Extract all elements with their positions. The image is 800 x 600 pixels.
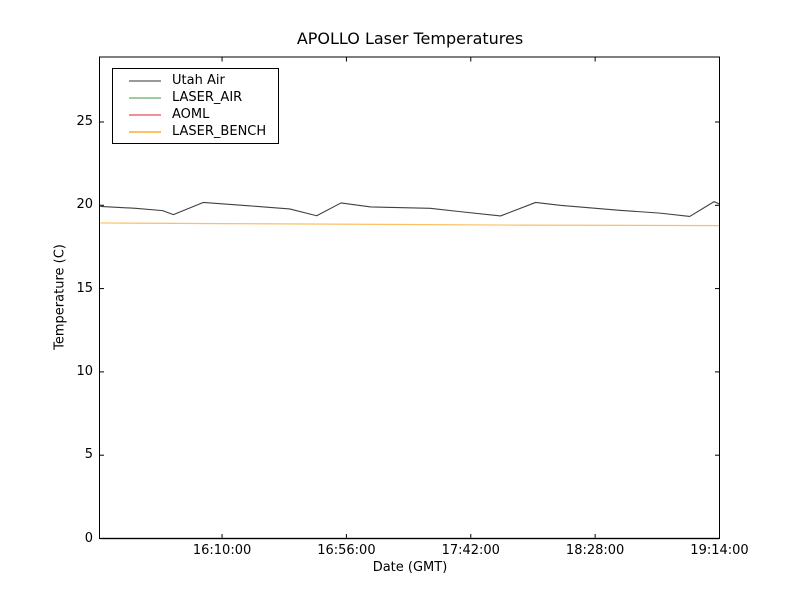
x-tick-label: 16:56:00 bbox=[317, 543, 376, 558]
series-line-laser-bench bbox=[100, 222, 720, 227]
legend-item-aoml: AOML bbox=[129, 106, 266, 123]
x-tick-label: 17:42:00 bbox=[441, 543, 500, 558]
legend-swatch-utah-air bbox=[129, 79, 161, 82]
y-tick-label: 20 bbox=[76, 197, 93, 213]
legend-item-utah-air: Utah Air bbox=[129, 72, 266, 89]
legend-item-laser-air: LASER_AIR bbox=[129, 89, 266, 106]
y-tick-label: 0 bbox=[84, 530, 93, 546]
legend-swatch-laser-air bbox=[129, 96, 161, 99]
chart-title: APOLLO Laser Temperatures bbox=[296, 29, 524, 48]
legend-swatch-laser-bench bbox=[129, 130, 161, 133]
legend-swatch-aoml bbox=[129, 113, 161, 116]
y-axis-label: Temperature (C) bbox=[52, 244, 68, 350]
legend-label-aoml: AOML bbox=[172, 107, 210, 122]
legend: Utah Air LASER_AIR AOML LASER_BENCH bbox=[112, 68, 280, 144]
legend-label-utah-air: Utah Air bbox=[172, 73, 225, 88]
x-tick-label: 18:28:00 bbox=[565, 543, 625, 558]
series-lines bbox=[100, 201, 720, 540]
y-tick-label: 5 bbox=[84, 447, 93, 463]
x-tick-label: 19:14:00 bbox=[690, 543, 749, 558]
plot-border bbox=[99, 56, 720, 539]
legend-item-laser-bench: LASER_BENCH bbox=[129, 123, 266, 140]
series-line-utah-air bbox=[100, 201, 720, 217]
x-axis-label: Date (GMT) bbox=[372, 560, 448, 575]
legend-label-laser-bench: LASER_BENCH bbox=[172, 124, 267, 139]
y-tick-label: 15 bbox=[76, 280, 93, 296]
y-tick-label: 10 bbox=[76, 363, 93, 379]
y-tick-label: 25 bbox=[76, 113, 93, 129]
x-tick-label: 16:10:00 bbox=[192, 543, 252, 558]
legend-label-laser-air: LASER_AIR bbox=[172, 90, 243, 105]
